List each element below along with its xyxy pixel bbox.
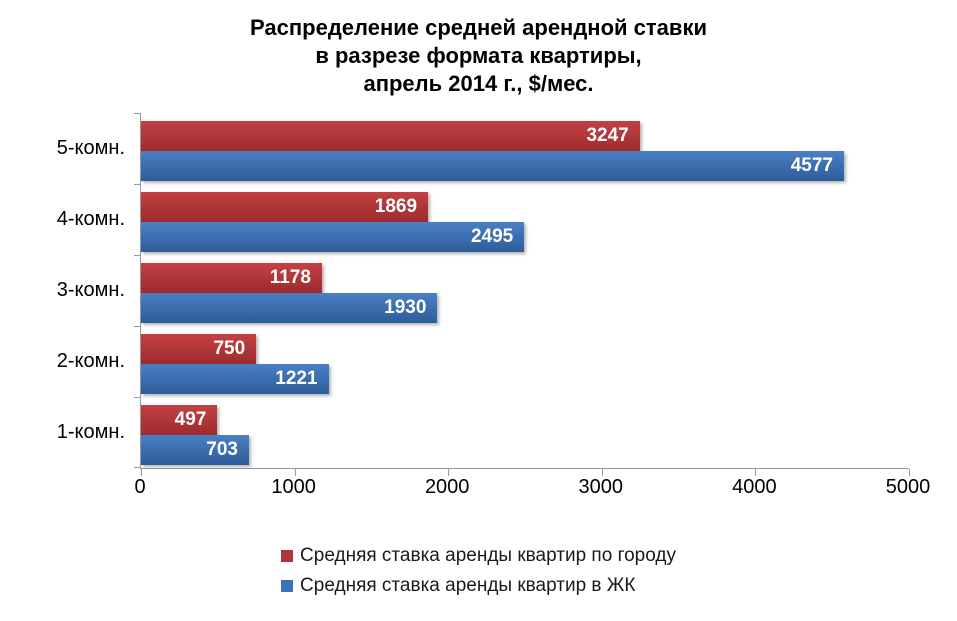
legend-swatch-complex [281, 580, 294, 592]
chart-title-line-1: Распределение средней арендной ставки [250, 15, 707, 40]
chart-title-line-2: в разрезе формата квартиры, [315, 43, 642, 68]
category-label: 2-комн. [56, 350, 125, 372]
bar-city: 497 [141, 405, 218, 435]
y-axis-tick [134, 184, 141, 185]
bar-value-label: 4577 [790, 155, 834, 176]
bar-complex: 1930 [141, 293, 438, 323]
y-axis-tick [134, 467, 141, 468]
x-axis-labels: 0 1000 2000 3000 4000 5000 [134, 476, 930, 502]
x-tick-label: 5000 [885, 476, 931, 498]
y-axis-tick [134, 113, 141, 114]
y-axis-tick [134, 397, 141, 398]
legend-item-city: Средняя ставка аренды квартир по городу [281, 545, 676, 567]
bar-complex: 2495 [141, 222, 525, 252]
bar-value-label: 2495 [470, 226, 514, 247]
bar-value-label: 1178 [269, 267, 311, 288]
category-label: 3-комн. [56, 279, 125, 301]
x-axis-tick [909, 469, 910, 476]
legend-label-complex: Средняя ставка аренды квартир в ЖК [300, 575, 636, 596]
x-axis-tick [601, 469, 603, 476]
y-axis-tick [134, 326, 141, 327]
bar-value-label: 750 [213, 338, 246, 359]
x-tick-label: 3000 [578, 476, 624, 498]
x-axis-tick [448, 469, 450, 476]
x-axis-tick [755, 469, 757, 476]
legend: Средняя ставка аренды квартир по городу … [0, 541, 957, 601]
bar-city: 750 [141, 334, 257, 364]
bar-city: 1869 [141, 192, 429, 222]
category-label: 5-комн. [56, 137, 125, 159]
bar-value-label: 497 [174, 409, 207, 430]
x-tick-label: 4000 [732, 476, 777, 498]
x-tick-label: 0 [134, 476, 146, 498]
bar-row: 3-комн. 1178 1930 [57, 255, 909, 326]
bar-complex: 1221 [141, 364, 329, 394]
bar-row: 2-комн. 750 1221 [57, 326, 909, 397]
x-tick-label: 1000 [271, 476, 316, 498]
plot-area: 5-комн. 3247 4577 4-комн. 1869 2495 3-комн. 117… [57, 113, 910, 476]
bar-row: 5-комн. 3247 4577 [57, 113, 909, 184]
bar-city: 3247 [141, 121, 640, 151]
category-label: 4-комн. [56, 208, 125, 230]
x-axis-tick [294, 469, 296, 476]
bar-value-label: 1221 [275, 368, 318, 389]
chart-title: Распределение средней арендной ставки в … [0, 14, 957, 98]
bar-row: 1-комн. 497 703 [57, 397, 909, 468]
bar-city: 1178 [141, 263, 322, 293]
legend-items: Средняя ставка аренды квартир по городу … [281, 541, 676, 601]
bar-value-label: 3247 [586, 125, 629, 146]
legend-swatch-city [281, 550, 294, 562]
x-axis-tick [141, 469, 142, 476]
x-tick-label: 2000 [424, 476, 470, 498]
bar-value-label: 703 [206, 439, 238, 460]
bar-row: 4-комн. 1869 2495 [57, 184, 909, 255]
y-axis-tick [134, 255, 141, 256]
bar-complex: 703 [141, 435, 249, 465]
bar-value-label: 1930 [384, 297, 427, 318]
legend-label-city: Средняя ставка аренды квартир по городу [300, 545, 676, 566]
chart-title-line-3: апрель 2014 г., $/мес. [363, 71, 594, 96]
legend-item-complex: Средняя ставка аренды квартир в ЖК [281, 575, 635, 597]
bar-complex: 4577 [141, 151, 845, 181]
category-label: 1-комн. [56, 421, 125, 443]
bar-value-label: 1869 [374, 196, 418, 217]
